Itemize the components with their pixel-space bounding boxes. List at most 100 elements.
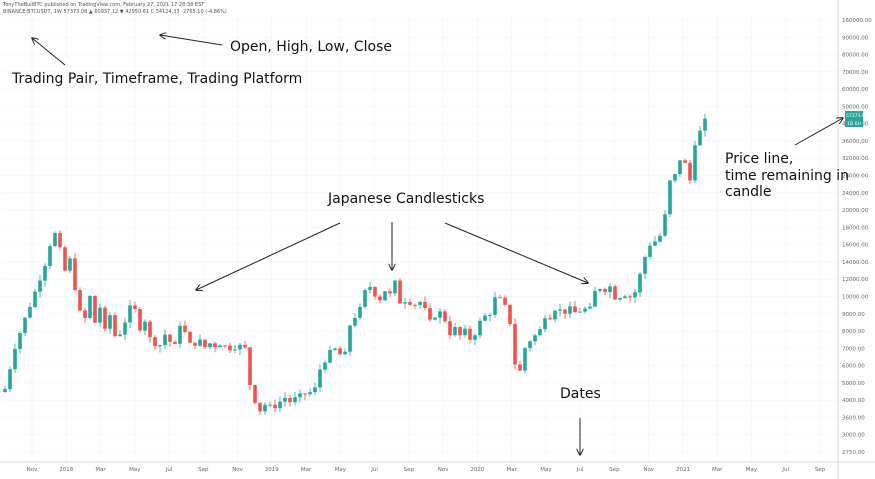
candle-body <box>318 369 322 388</box>
price-tick-label: 3000.00 <box>842 433 865 439</box>
candle-body <box>658 235 662 242</box>
price-tick-label: 3600.00 <box>842 415 865 421</box>
candle-body <box>558 309 562 311</box>
candle-body <box>378 296 382 301</box>
candle-body <box>513 323 517 365</box>
candle-body <box>128 305 132 323</box>
time-tick-label: Mar <box>506 467 517 473</box>
candle-body <box>198 339 202 346</box>
candle-body <box>473 335 477 340</box>
candle-body <box>158 345 162 347</box>
candle-body <box>243 344 247 348</box>
candle-body <box>88 295 92 319</box>
time-axis[interactable]: Nov 2018 Mar May Jul Sep Nov 2019 Mar May Jul Sep No… <box>0 461 875 473</box>
candle-body <box>48 246 52 266</box>
candle-body <box>208 343 212 348</box>
candle-body <box>188 331 192 343</box>
price-tick-label: 28000.00 <box>842 174 869 180</box>
arrow-candles-right <box>444 222 588 283</box>
candle-body <box>448 321 452 336</box>
candle-body <box>303 393 307 395</box>
candle-body <box>678 160 682 175</box>
candle-body <box>523 348 527 371</box>
candle-body <box>463 328 467 336</box>
candle-body <box>648 245 652 257</box>
candle-body <box>398 280 402 304</box>
candle-body <box>68 258 72 271</box>
price-tick-label: 20000.00 <box>842 208 869 214</box>
time-tick-label: Mar <box>95 467 106 473</box>
annotation-dates: Dates <box>560 386 601 402</box>
candle-body <box>143 321 147 331</box>
price-tick-label: 7000.00 <box>842 346 865 352</box>
candle-body <box>348 325 352 352</box>
candle-body <box>298 393 302 398</box>
candle-body <box>18 333 22 349</box>
candle-body <box>168 334 172 342</box>
candle-body <box>273 404 277 409</box>
publisher-line: TonyTheBullBTC published on TradingView.… <box>2 2 205 8</box>
countdown-tag <box>845 119 863 127</box>
annotation-price-line-2: time remaining in <box>725 168 849 184</box>
candle-body <box>53 233 57 247</box>
price-tick-label: 12000.00 <box>842 277 869 283</box>
countdown-label: 1D 6H <box>847 121 861 127</box>
candle-body <box>323 362 327 370</box>
candle-body <box>73 258 77 291</box>
price-tick-label: 14000.00 <box>842 260 869 266</box>
candle-body <box>238 344 242 350</box>
candle-body <box>113 315 117 337</box>
candle-body <box>438 311 442 318</box>
candle-body <box>553 310 557 320</box>
candle-body <box>603 289 607 293</box>
candle-body <box>233 349 237 351</box>
candle-body <box>518 364 522 371</box>
candle-body <box>313 387 317 393</box>
candle-body <box>98 307 102 323</box>
candle-body <box>263 404 267 412</box>
candle-body <box>268 404 272 406</box>
candle-body <box>308 392 312 395</box>
arrow-candles-left <box>196 222 341 290</box>
candle-body <box>173 341 177 344</box>
candle-body <box>408 302 412 305</box>
price-tick-label: 60000.00 <box>842 87 869 93</box>
candle-body <box>203 339 207 348</box>
price-axis[interactable]: 160000.00 90000.00 80000.00 70000.00 60000.0… <box>837 0 872 479</box>
candle-body <box>528 341 532 349</box>
candle-body <box>423 301 427 309</box>
time-tick-label: Nov <box>438 467 449 473</box>
candle-body <box>533 335 537 342</box>
candles <box>3 113 707 416</box>
candle-body <box>568 306 572 314</box>
candle-body <box>373 287 377 297</box>
candle-body <box>688 162 692 181</box>
candle-body <box>693 145 697 181</box>
candle-body <box>703 118 707 131</box>
candle-body <box>428 308 432 320</box>
candle-body <box>278 401 282 409</box>
candle-body <box>458 327 462 336</box>
time-tick-label: Sep <box>404 467 415 473</box>
time-tick-label: 2018 <box>59 467 73 473</box>
time-tick-label: Jul <box>576 467 584 473</box>
candle-body <box>3 388 7 393</box>
candle-body <box>358 306 362 318</box>
annotation-trading-pair: Trading Pair, Timeframe, Trading Platfor… <box>11 71 302 87</box>
time-tick-label: Sep <box>609 467 620 473</box>
candle-body <box>108 315 112 329</box>
annotation-price-line-3: candle <box>725 184 772 200</box>
candle-body <box>608 286 612 293</box>
price-tick-label: 160000.00 <box>842 18 872 24</box>
candle-body <box>138 308 142 331</box>
time-tick-label: Mar <box>712 467 723 473</box>
candle-body <box>33 291 37 307</box>
candle-body <box>663 214 667 236</box>
candle-body <box>253 385 257 403</box>
price-tick-label: 90000.00 <box>842 35 869 41</box>
price-tick-label: 32000.00 <box>842 156 869 162</box>
candle-body <box>538 329 542 336</box>
candle-body <box>598 289 602 291</box>
